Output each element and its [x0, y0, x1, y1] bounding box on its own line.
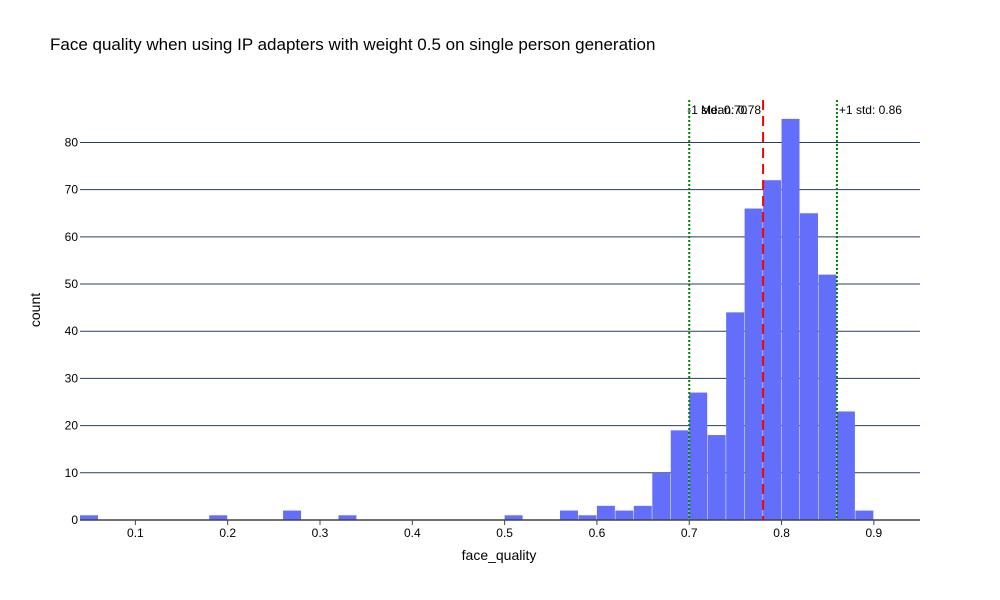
y-axis-title: count: [27, 293, 43, 327]
y-tick-labels: 0 10 20 30 40 50 60 70 80: [65, 135, 79, 527]
y-tick-label: 20: [65, 419, 79, 433]
x-tick-label: 0.1: [127, 526, 144, 540]
bars: [80, 118, 874, 521]
histogram-bar: [504, 515, 523, 520]
histogram-bar: [781, 118, 800, 520]
y-tick-label: 50: [65, 277, 79, 291]
histogram-bar: [726, 312, 745, 520]
x-tick-label: 0.3: [312, 526, 329, 540]
chart-title: Face quality when using IP adapters with…: [50, 35, 655, 54]
y-tick-label: 40: [65, 324, 79, 338]
histogram-bar: [763, 180, 782, 520]
y-tick-label: 60: [65, 230, 79, 244]
histogram-bar: [80, 515, 98, 520]
gridlines: [80, 141, 920, 474]
histogram-bar: [209, 515, 228, 520]
histogram-bar: [633, 505, 652, 520]
x-tick-label: 0.4: [404, 526, 421, 540]
x-tick-label: 0.8: [773, 526, 790, 540]
x-tick-label: 0.7: [681, 526, 698, 540]
y-tick-label: 80: [65, 135, 79, 149]
histogram-bar: [855, 510, 874, 520]
x-tick-label: 0.5: [496, 526, 513, 540]
histogram-bar: [818, 274, 837, 520]
histogram-bar: [615, 510, 634, 520]
histogram-bar: [836, 411, 855, 520]
histogram-bar: [707, 435, 726, 520]
histogram-bar: [800, 213, 818, 520]
histogram-bar: [283, 510, 302, 520]
x-tick-label: 0.2: [219, 526, 236, 540]
y-tick-label: 10: [65, 466, 79, 480]
x-tick-labels: 0.1 0.2 0.3 0.4 0.5 0.6 0.7 0.8 0.9: [127, 520, 883, 540]
y-tick-label: 70: [65, 183, 79, 197]
y-tick-label: 30: [65, 371, 79, 385]
histogram-bar: [578, 515, 597, 520]
histogram-bar: [744, 208, 763, 521]
reference-line-label: Mean: 0.78: [701, 103, 761, 117]
x-axis-title: face_quality: [462, 547, 537, 563]
reference-line-label: -1 std: 0.70: [687, 103, 747, 117]
y-tick-label: 0: [71, 513, 78, 527]
histogram-bar: [560, 510, 578, 520]
histogram-bar: [596, 505, 615, 520]
reference-line-label: +1 std: 0.86: [839, 103, 902, 117]
histogram-bar: [338, 515, 357, 520]
histogram-bar: [670, 430, 689, 520]
x-tick-label: 0.6: [589, 526, 606, 540]
histogram-bar: [689, 392, 708, 520]
histogram-bar: [652, 472, 671, 520]
x-tick-label: 0.9: [866, 526, 883, 540]
